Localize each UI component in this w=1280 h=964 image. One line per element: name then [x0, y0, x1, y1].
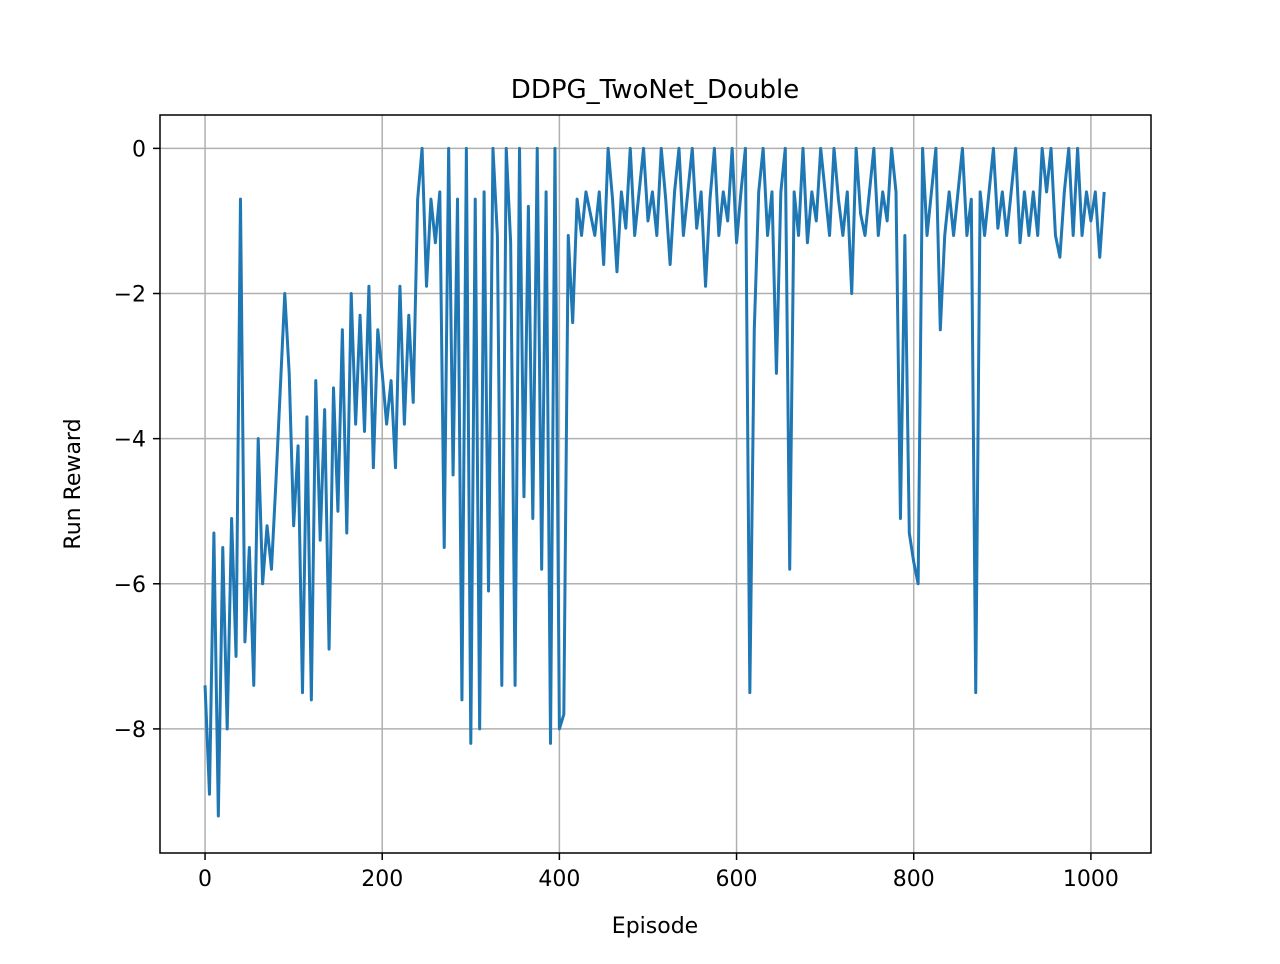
chart-title: DDPG_TwoNet_Double — [511, 75, 799, 105]
y-tick-label: −8 — [114, 718, 146, 743]
x-tick-label: 200 — [361, 867, 403, 892]
grid — [160, 115, 1151, 853]
x-tick-label: 600 — [716, 867, 758, 892]
x-tick-label: 800 — [893, 867, 935, 892]
x-tick-label: 1000 — [1063, 867, 1119, 892]
y-tick-label: 0 — [132, 137, 146, 162]
y-tick-label: −6 — [114, 573, 146, 598]
y-tick-label: −2 — [114, 283, 146, 308]
data-line — [203, 146, 1106, 818]
x-tick-label: 400 — [538, 867, 580, 892]
x-tick-label: 0 — [198, 867, 212, 892]
y-axis-label: Run Reward — [61, 418, 86, 549]
plot — [203, 146, 1106, 818]
y-tick-label: −4 — [114, 428, 146, 453]
plot-frame — [159, 114, 1152, 854]
x-axis-label: Episode — [612, 914, 698, 939]
